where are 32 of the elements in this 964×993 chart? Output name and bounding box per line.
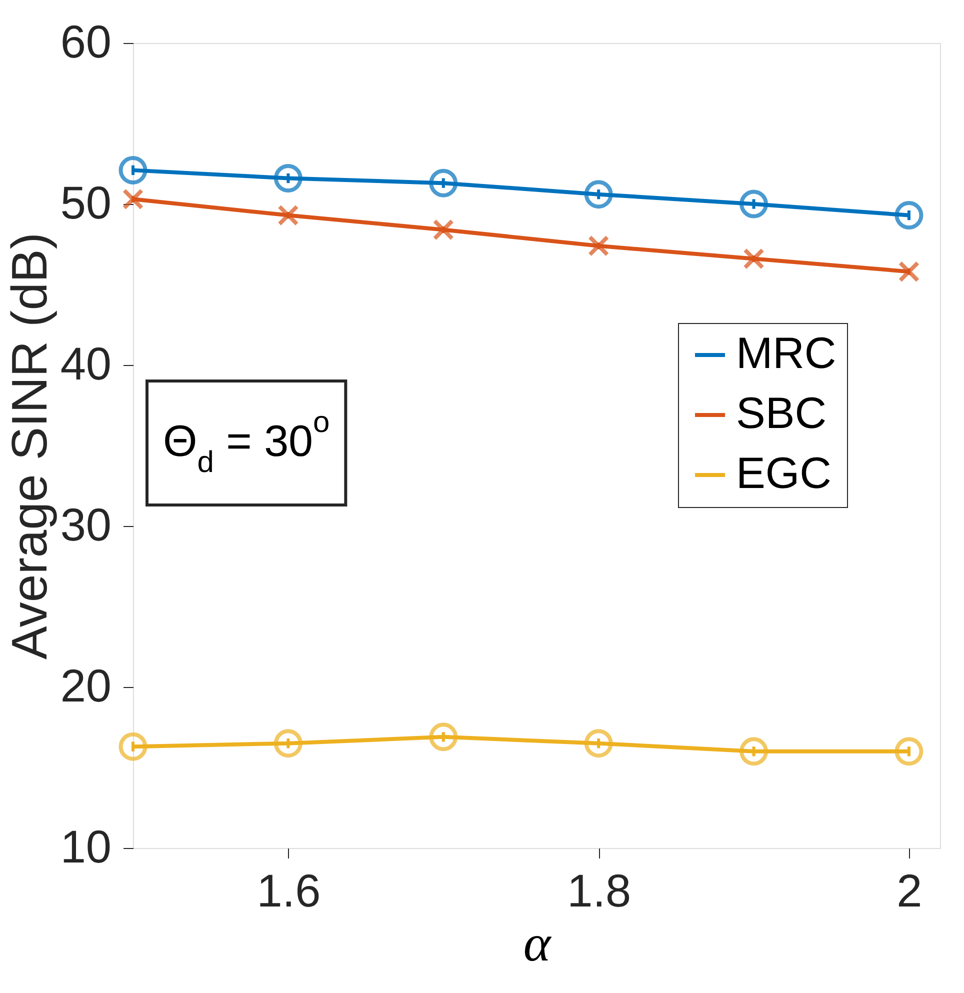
point [894,737,924,766]
y-axis-title: Average SINR (dB) [1,232,58,660]
point [894,201,924,230]
legend-label: EGC [736,449,832,498]
point [278,204,299,226]
point [432,219,454,240]
point [118,732,148,761]
point [740,737,768,766]
legend-label: MRC [736,329,836,378]
point [743,248,764,270]
point [118,156,148,184]
x-axis-title: α [523,916,552,972]
point [274,729,302,758]
point [588,235,610,257]
y-tick-label: 40 [60,338,112,390]
y-tick-label: 20 [60,660,112,712]
x-tick-label: 1.8 [567,864,632,916]
legend-label: SBC [736,389,826,438]
y-tick-label: 60 [60,16,112,68]
y-tick-label: 10 [60,820,112,872]
y-tick-label: 50 [60,176,112,228]
point [584,180,613,209]
point [429,168,458,198]
x-tick-label: 1.6 [256,864,321,916]
point [740,190,768,218]
y-tick-label: 30 [60,498,112,550]
point [274,164,302,192]
x-tick-label: 2 [896,864,922,916]
point [429,722,458,752]
point [898,260,920,282]
point [584,729,613,758]
point [122,188,144,210]
